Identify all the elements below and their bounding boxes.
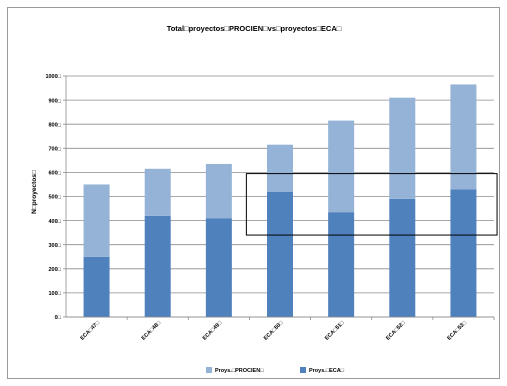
annotations <box>245 173 498 236</box>
bars <box>83 84 477 317</box>
legend: Proys.□PROCIEN□ Proys.□ECA□ <box>206 367 345 374</box>
legend-label: Proys.□ECA□ <box>309 368 345 374</box>
y-tick-label: 500□ <box>49 195 62 201</box>
bar-segment <box>328 212 355 317</box>
bar-segment <box>144 215 171 317</box>
x-tick-label: ECA□47□ <box>80 320 102 342</box>
y-axis-title: N□proyectos□ <box>31 170 38 214</box>
bar-segment <box>267 191 293 317</box>
legend-label: Proys.□PROCIEN□ <box>215 368 264 374</box>
legend-swatch <box>300 367 306 373</box>
bar-segment <box>450 189 477 317</box>
x-tick-label: ECA□48□ <box>141 320 163 342</box>
x-tick-labels: ECA□47□ ECA□48□ ECA□49□ ECA□50□ ECA□51□ ECA□5… <box>80 320 469 342</box>
y-tick-label: 100□ <box>49 291 62 297</box>
y-tick-labels: 0□ 100□ 200□ 300□ 400□ 500□ 600□ 700□ 800□ 900□ 10… <box>45 74 61 321</box>
stacked-bar-chart: Total□proyectos□PROCIEN□vs□proyectos□ECA… <box>31 24 498 374</box>
highlight-rectangle <box>245 173 498 236</box>
y-tick-label: 1000□ <box>45 74 61 80</box>
x-tick-label: ECA□50□ <box>263 320 285 342</box>
bar-segment <box>267 144 293 192</box>
y-tick-label: 800□ <box>49 122 62 128</box>
x-tick-label: ECA□53□ <box>446 320 468 342</box>
y-tick-label: 300□ <box>49 243 62 249</box>
chart-title: Total□proyectos□PROCIEN□vs□proyectos□ECA… <box>167 24 342 33</box>
y-tick-label: 0□ <box>55 315 62 321</box>
bar-segment <box>389 198 416 317</box>
bar-segment <box>144 168 171 216</box>
bar-segment <box>450 84 477 190</box>
x-tick-label: ECA□52□ <box>385 320 407 342</box>
y-tick-label: 200□ <box>49 267 62 273</box>
axes <box>65 76 495 320</box>
y-tick-label: 600□ <box>49 171 62 177</box>
bar-segment <box>389 97 416 199</box>
bar-segment <box>205 163 232 219</box>
chart-frame: Total□proyectos□PROCIEN□vs□proyectos□ECA… <box>7 7 500 379</box>
y-tick-label: 900□ <box>49 98 62 104</box>
x-tick-label: ECA□49□ <box>202 320 224 342</box>
bar-segment <box>83 184 110 257</box>
legend-swatch <box>206 367 212 373</box>
bar-segment <box>205 218 232 317</box>
bar-segment <box>328 120 355 213</box>
bar-segment <box>83 256 110 317</box>
y-tick-label: 700□ <box>49 147 62 153</box>
x-tick-label: ECA□51□ <box>324 320 346 342</box>
y-tick-label: 400□ <box>49 219 62 225</box>
